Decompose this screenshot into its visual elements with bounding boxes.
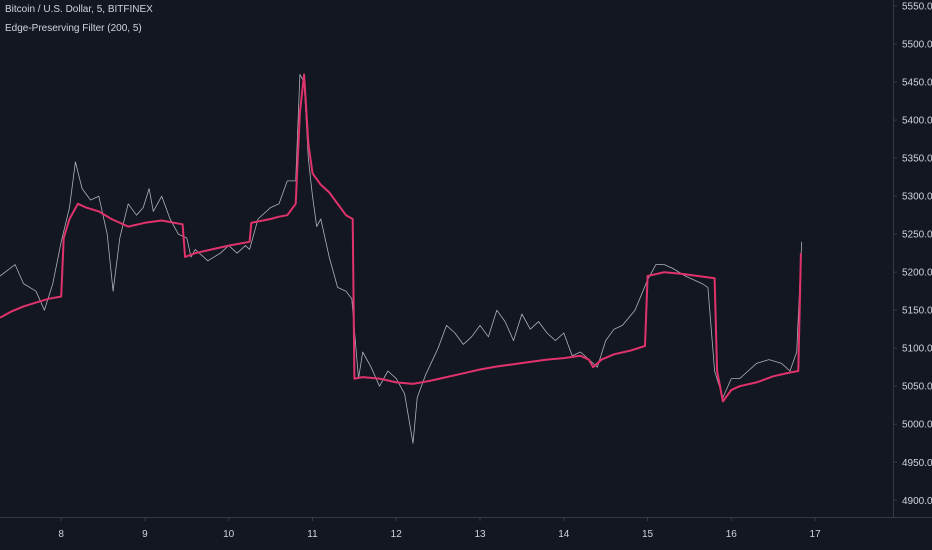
y-tick-label: 5150.0	[902, 306, 932, 317]
y-tick-label: 5500.0	[902, 40, 932, 51]
y-tick-label: 5400.0	[902, 116, 932, 127]
price-line	[0, 74, 803, 444]
y-tick-label: 5550.0	[902, 2, 932, 13]
x-tick-label: 9	[142, 529, 148, 540]
filter-line	[0, 73, 802, 403]
y-tick-label: 5050.0	[902, 382, 932, 393]
x-tick-label: 17	[810, 529, 822, 540]
y-tick-label: 5300.0	[902, 192, 932, 203]
price-series	[0, 74, 803, 444]
x-tick-label: 14	[558, 529, 570, 540]
y-tick-label: 5200.0	[902, 268, 932, 279]
x-tick-label: 10	[223, 529, 235, 540]
price-axis[interactable]: 5550.0 5500.0 5450.0 5400.0 5350.0 5300.0 5250…	[893, 2, 932, 507]
y-tick-label: 4950.0	[902, 458, 932, 469]
filter-series	[0, 73, 802, 403]
time-axis[interactable]: 8 9 10 11 12 13 14 15 16 17	[58, 517, 821, 540]
x-tick-label: 16	[726, 529, 738, 540]
x-tick-label: 13	[474, 529, 486, 540]
x-tick-label: 12	[391, 529, 403, 540]
symbol-legend[interactable]: Bitcoin / U.S. Dollar, 5, BITFINEX	[5, 4, 153, 15]
y-tick-label: 5250.0	[902, 230, 932, 241]
y-tick-label: 5000.0	[902, 420, 932, 431]
y-tick-label: 5350.0	[902, 154, 932, 165]
y-tick-label: 5450.0	[902, 78, 932, 89]
x-tick-label: 11	[307, 529, 318, 540]
x-tick-label: 8	[58, 529, 64, 540]
indicator-legend[interactable]: Edge-Preserving Filter (200, 5)	[5, 23, 142, 34]
y-tick-label: 4900.0	[902, 496, 932, 507]
x-tick-label: 15	[642, 529, 654, 540]
y-tick-label: 5100.0	[902, 344, 932, 355]
